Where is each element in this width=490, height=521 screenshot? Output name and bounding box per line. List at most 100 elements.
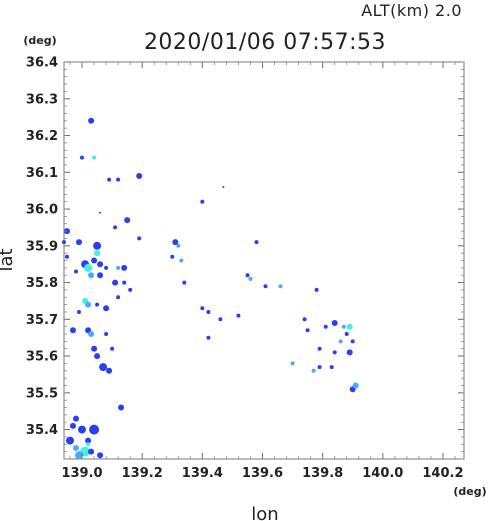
data-point (122, 280, 127, 285)
altitude-label: ALT(km) 2.0 (361, 1, 462, 20)
data-point (62, 240, 66, 245)
data-point (93, 241, 102, 250)
data-point (88, 331, 95, 337)
data-point (245, 273, 250, 278)
data-point (65, 254, 69, 259)
data-point (329, 365, 334, 370)
y-tick-label: 36.2 (26, 129, 58, 144)
data-point (121, 264, 128, 271)
data-point (95, 302, 100, 307)
x-tick-label: 139.4 (182, 466, 223, 481)
data-point (104, 265, 109, 270)
data-point (128, 287, 133, 292)
data-point (124, 217, 131, 224)
data-point (66, 436, 74, 445)
data-point (290, 361, 295, 366)
data-point (248, 276, 253, 281)
y-tick-label: 35.4 (26, 423, 58, 438)
data-point (116, 265, 121, 270)
x-tick-label: 139.0 (61, 466, 102, 481)
data-point (97, 261, 104, 268)
data-point (75, 451, 83, 460)
data-point (84, 263, 93, 272)
data-point (116, 295, 121, 300)
data-point (338, 339, 343, 344)
data-point (206, 335, 211, 340)
data-point (97, 272, 104, 279)
data-point (112, 279, 119, 286)
data-point (179, 258, 184, 263)
data-point (346, 323, 353, 330)
data-point (341, 324, 346, 329)
data-point (305, 328, 310, 333)
data-point (76, 239, 82, 246)
data-point (103, 305, 110, 312)
data-point (263, 284, 268, 289)
x-tick-label: 139.6 (242, 466, 283, 481)
data-point (94, 353, 101, 360)
data-point (350, 339, 355, 344)
y-unit-label: (deg) (23, 34, 56, 47)
data-point (222, 186, 225, 188)
y-axis-ticks: 35.4 35.5 35.6 35.7 35.8 35.9 36.0 36.1 36.2 36.3… (26, 56, 464, 460)
data-point (311, 368, 316, 373)
data-points (62, 117, 359, 460)
y-axis-title: lat (0, 248, 17, 271)
data-point (317, 346, 322, 351)
data-point (218, 317, 223, 322)
data-point (136, 173, 143, 179)
data-point (254, 240, 259, 245)
data-point (86, 442, 91, 447)
x-tick-label: 139.8 (302, 466, 343, 481)
data-point (89, 424, 100, 435)
x-axis-ticks: 139.0 139.2 139.4 139.6 139.8 140.0 140.2 (61, 62, 464, 481)
y-tick-label: 36.0 (26, 203, 58, 218)
data-point (323, 324, 328, 329)
data-point (118, 404, 125, 411)
data-point (73, 415, 79, 422)
chart-title: 2020/01/06 07:57:53 (144, 30, 386, 55)
data-point (88, 117, 95, 124)
data-point (116, 177, 121, 182)
data-point (80, 155, 84, 160)
y-tick-label: 36.3 (26, 92, 58, 107)
data-point (110, 346, 115, 351)
y-tick-label: 35.6 (26, 350, 58, 365)
data-point (94, 250, 101, 257)
data-point (104, 332, 109, 336)
data-point (113, 225, 118, 230)
data-point (85, 301, 92, 308)
x-unit-label: (deg) (453, 485, 486, 498)
data-point (70, 327, 76, 334)
data-point (200, 199, 205, 204)
data-point (200, 306, 205, 311)
x-tick-label: 140.2 (422, 466, 463, 481)
x-axis-title: lon (251, 504, 278, 521)
x-tick-label: 139.2 (122, 466, 163, 481)
data-point (85, 437, 92, 444)
data-point (206, 310, 211, 314)
data-point (352, 382, 359, 389)
data-point (176, 243, 181, 248)
data-point (278, 284, 283, 289)
data-point (99, 363, 108, 372)
data-point (331, 320, 338, 326)
data-point (78, 425, 86, 434)
data-point (344, 332, 349, 336)
x-tick-label: 140.0 (362, 466, 403, 481)
data-point (314, 287, 319, 292)
data-point (302, 317, 307, 322)
y-tick-label: 36.4 (26, 56, 58, 71)
data-point (88, 448, 95, 455)
y-tick-label: 35.9 (26, 239, 58, 254)
data-point (70, 422, 76, 429)
y-tick-label: 36.1 (26, 166, 58, 181)
data-point (73, 445, 79, 451)
data-point (332, 350, 337, 355)
data-point (97, 452, 104, 459)
data-point (74, 269, 78, 274)
y-tick-label: 35.7 (26, 313, 58, 328)
data-point (99, 211, 102, 214)
